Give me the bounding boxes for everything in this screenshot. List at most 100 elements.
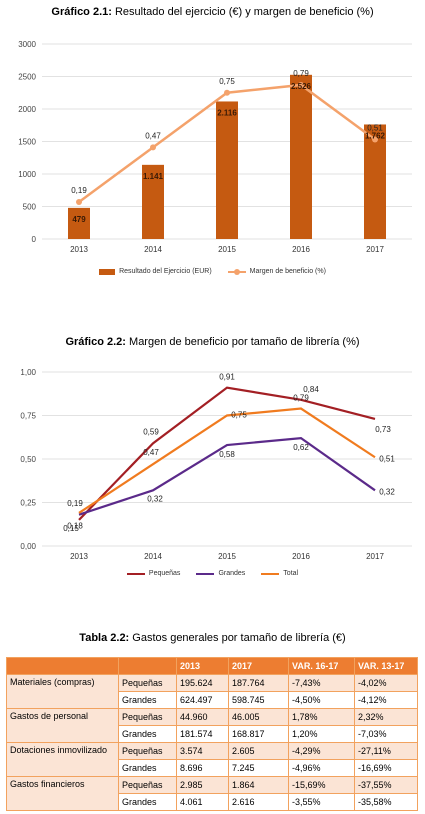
y-tick-label: 0 [32, 235, 37, 244]
table-cell: 2,32% [354, 708, 418, 726]
line-data-label: 0,73 [375, 425, 391, 434]
header-cell: 2013 [176, 657, 229, 675]
table-row: Grandes 8.696 7.245 -4,96% -16,69% [7, 759, 418, 777]
legend-item-total: Total [261, 570, 298, 577]
line-data-label: 0,51 [379, 454, 395, 463]
line-data-label: 0,32 [147, 494, 163, 503]
table-cell: -3,55% [288, 793, 355, 811]
table-cell: -35,58% [354, 793, 418, 811]
table-row: Materiales (compras) Pequeñas 195.624 18… [6, 674, 418, 709]
line-data-label: 0,15 [63, 524, 79, 533]
bar-data-label: 1.141 [143, 172, 164, 181]
line-point [150, 144, 156, 151]
bar [68, 207, 90, 239]
table-cell: 4.061 [176, 793, 229, 811]
x-tick-label: 2016 [292, 552, 310, 561]
legend-item-grandes: Grandes [196, 570, 245, 577]
legend-item-margen: Margen de beneficio (%) [227, 268, 326, 275]
chart2-title: Gráfico 2.2: Margen de beneficio por tam… [0, 336, 425, 348]
category-cell: Dotaciones inmovilizado [6, 742, 119, 777]
table-cell: 2.985 [176, 776, 229, 794]
bar-data-label: 2.116 [217, 108, 237, 117]
table-row: Gastos de personal Pequeñas 44.960 46.00… [6, 708, 418, 743]
line-point [298, 81, 304, 88]
line-data-label: 0,19 [71, 186, 87, 195]
chart1-title-text: Resultado del ejercicio (€) y margen de … [114, 6, 374, 18]
table-cell: -4,02% [354, 674, 418, 692]
table-header-row: 2013 2017 VAR. 16-17 VAR. 13-17 [6, 657, 418, 675]
table-cell: 598.745 [228, 691, 289, 709]
y-tick-label: 3000 [18, 40, 36, 49]
gastos-table: 2013 2017 VAR. 16-17 VAR. 13-17 Material… [6, 657, 418, 811]
line-data-label: 0,75 [219, 77, 235, 86]
x-tick-label: 2014 [144, 552, 162, 561]
table-title-prefix: Tabla 2.2: [79, 632, 130, 644]
category-cell: Gastos financieros [6, 776, 119, 811]
table-cell: 7.245 [228, 759, 289, 777]
table-cell: Grandes [118, 759, 177, 777]
legend-swatch-resultado [99, 268, 116, 275]
table-cell: 3.574 [176, 742, 229, 760]
table-cell: -27,11% [354, 742, 418, 760]
table-row: Grandes 624.497 598.745 -4,50% -4,12% [7, 691, 418, 709]
bar [364, 124, 386, 239]
bar-data-label: 2.526 [291, 82, 312, 91]
bar [142, 164, 164, 239]
legend-label-pequenas: Pequeñas [148, 570, 181, 577]
table-row: Dotaciones inmovilizado Pequeñas 3.574 2… [6, 742, 418, 777]
x-tick-label: 2015 [218, 552, 236, 561]
legend-swatch-total [261, 572, 280, 575]
legend-label-resultado: Resultado del Ejercicio (EUR) [119, 268, 212, 275]
legend-item-resultado: Resultado del Ejercicio (EUR) [99, 268, 212, 275]
table-cell: -7,43% [288, 674, 355, 692]
table-cell: 181.574 [176, 725, 229, 743]
category-cell: Materiales (compras) [6, 674, 119, 709]
header-cell [118, 657, 177, 675]
table-cell: Pequeñas [118, 708, 177, 726]
y-tick-label: 1,00 [20, 368, 36, 377]
header-cell: VAR. 13-17 [354, 657, 418, 675]
chart2-title-prefix: Gráfico 2.2: [65, 336, 126, 348]
table-cell: 1,20% [288, 725, 355, 743]
table-cell: 8.696 [176, 759, 229, 777]
legend-swatch-grandes [196, 572, 215, 575]
chart1-title: Gráfico 2.1: Resultado del ejercicio (€)… [0, 6, 425, 18]
bar [216, 101, 238, 240]
x-tick-label: 2017 [366, 245, 384, 254]
x-tick-label: 2015 [218, 245, 236, 254]
line-point [372, 136, 378, 143]
legend-item-pequenas: Pequeñas [126, 570, 181, 577]
line-point [76, 198, 82, 205]
line-data-label: 0,75 [231, 411, 247, 420]
y-tick-label: 0,25 [20, 499, 36, 508]
legend-swatch-pequenas [126, 572, 145, 575]
table-cell: -4,96% [288, 759, 355, 777]
table-row: Grandes 4.061 2.616 -3,55% -35,58% [7, 793, 418, 811]
table-cell: Pequeñas [118, 674, 177, 692]
table-cell: Grandes [118, 691, 177, 709]
table-cell: Pequeñas [118, 742, 177, 760]
x-tick-label: 2013 [70, 552, 88, 561]
table-cell: Pequeñas [118, 776, 177, 794]
line-data-label: 0,84 [303, 385, 319, 394]
y-tick-label: 500 [23, 203, 37, 212]
table-cell: 624.497 [176, 691, 229, 709]
y-tick-label: 0,00 [20, 542, 36, 551]
line-data-label: 0,32 [379, 487, 395, 496]
table-row: Grandes 181.574 168.817 1,20% -7,03% [7, 725, 418, 743]
chart1-legend: Resultado del Ejercicio (EUR) Margen de … [0, 268, 425, 275]
y-tick-label: 2000 [18, 105, 36, 114]
line-data-label: 0,18 [67, 522, 83, 531]
bar [290, 74, 312, 239]
line-data-label: 0,59 [143, 427, 159, 436]
y-tick-label: 2500 [18, 73, 36, 82]
table-cell: Grandes [118, 793, 177, 811]
chart2-title-text: Margen de beneficio por tamaño de librer… [129, 336, 360, 348]
x-tick-label: 2013 [70, 245, 88, 254]
y-tick-label: 1000 [18, 170, 36, 179]
table-cell: -37,55% [354, 776, 418, 794]
line-data-label: 0,79 [293, 69, 309, 78]
chart1-plot: 0 500 1000 1500 2000 2500 3000 2013 2014 2015 2016… [18, 40, 412, 254]
table-cell: 1.864 [228, 776, 289, 794]
table-cell: 168.817 [228, 725, 289, 743]
